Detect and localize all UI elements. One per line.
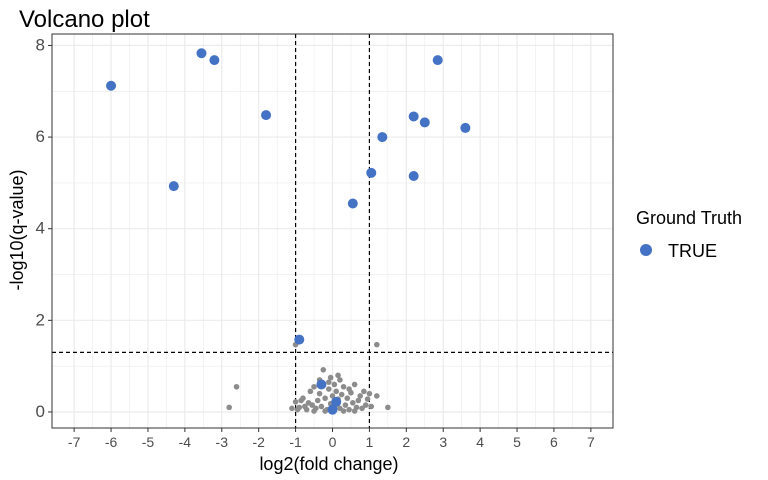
point-other [373, 341, 380, 348]
point-other [357, 393, 363, 399]
point-other [362, 402, 369, 408]
y-axis-label: -log10(q-value) [7, 169, 27, 290]
point-other [359, 405, 365, 412]
point-true [168, 181, 179, 192]
point-other [233, 383, 240, 390]
point-other [338, 391, 345, 398]
point-other [292, 399, 299, 405]
point-other [329, 393, 336, 399]
x-axis-ticks: -7 -6 -5 -4 -3 -2 -1 0 1 2 3 4 5 6 7 [68, 428, 595, 450]
x-tick-label: 6 [550, 434, 558, 450]
point-true [331, 396, 342, 407]
legend-label-true: TRUE [668, 241, 717, 261]
point-other [333, 388, 339, 395]
point-other [294, 406, 301, 413]
point-other [307, 388, 314, 395]
point-other [311, 383, 317, 390]
x-tick-label: 1 [366, 434, 374, 450]
point-other [346, 406, 352, 413]
point-other [326, 379, 332, 385]
point-true [419, 117, 430, 128]
x-tick-label: -4 [179, 434, 192, 450]
point-other [302, 403, 308, 410]
point-other [373, 393, 380, 399]
point-other [318, 403, 325, 410]
x-tick-label: 3 [439, 434, 447, 450]
point-true [106, 80, 117, 91]
data-points [106, 48, 471, 415]
point-other [385, 404, 391, 411]
x-tick-label: -7 [68, 434, 81, 450]
point-other [361, 388, 367, 395]
point-other [305, 400, 312, 406]
x-tick-label: -2 [252, 434, 265, 450]
point-other [326, 386, 332, 392]
x-tick-label: 7 [587, 434, 595, 450]
y-axis-ticks: 0 2 4 6 8 [36, 35, 52, 421]
point-other [322, 408, 328, 414]
legend: Ground Truth TRUE [636, 208, 742, 261]
point-other [289, 405, 295, 412]
point-other [355, 397, 362, 404]
point-true [261, 110, 272, 121]
x-tick-label: 2 [402, 434, 410, 450]
x-tick-label: -6 [105, 434, 118, 450]
point-true [377, 132, 388, 143]
point-other [316, 390, 323, 397]
point-other [337, 377, 343, 383]
x-tick-label: 4 [476, 434, 484, 450]
point-other [351, 408, 358, 414]
point-true [327, 404, 338, 415]
y-tick-label: 2 [36, 310, 45, 329]
x-axis-label: log2(fold change) [259, 454, 398, 474]
point-other [327, 374, 334, 381]
point-true [432, 55, 443, 66]
point-other [320, 367, 327, 373]
point-other [226, 404, 232, 411]
legend-title: Ground Truth [636, 208, 742, 228]
point-other [366, 390, 373, 397]
point-other [368, 403, 375, 410]
point-other [314, 397, 321, 404]
point-true [294, 334, 305, 345]
x-tick-label: 0 [329, 434, 337, 450]
point-other [322, 395, 328, 402]
point-other [342, 402, 349, 408]
point-true [366, 167, 377, 178]
x-tick-label: -1 [289, 434, 302, 450]
point-other [340, 383, 347, 390]
point-other [331, 381, 338, 388]
x-tick-label: -3 [216, 434, 229, 450]
point-other [340, 408, 347, 414]
x-tick-label: -5 [142, 434, 155, 450]
y-tick-label: 6 [36, 127, 45, 146]
point-true [347, 198, 358, 209]
point-other [344, 395, 351, 402]
legend-key-true [640, 244, 652, 256]
threshold-lines [52, 34, 613, 428]
point-other [335, 372, 341, 379]
point-other [364, 396, 371, 402]
point-true [209, 55, 220, 66]
point-other [351, 381, 358, 388]
point-true [196, 48, 207, 59]
y-tick-label: 4 [36, 219, 45, 238]
y-tick-label: 0 [36, 402, 45, 421]
chart-title: Volcano plot [19, 6, 150, 33]
point-other [349, 400, 356, 406]
point-true [316, 379, 327, 390]
point-other [298, 397, 304, 404]
y-tick-label: 8 [36, 35, 45, 54]
point-true [408, 111, 419, 122]
x-tick-label: 5 [513, 434, 521, 450]
grid-major [52, 34, 613, 428]
point-other [311, 408, 317, 414]
point-true [408, 171, 419, 182]
point-other [346, 386, 352, 392]
point-true [460, 122, 471, 133]
